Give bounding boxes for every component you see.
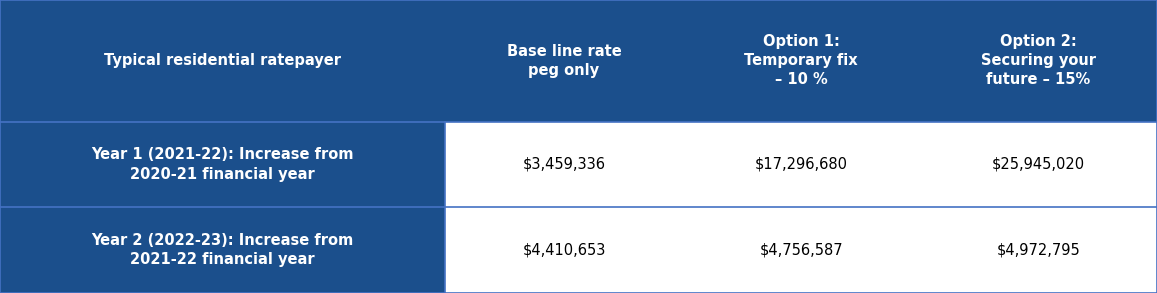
Text: Typical residential ratepayer: Typical residential ratepayer bbox=[104, 53, 341, 68]
Text: $4,410,653: $4,410,653 bbox=[522, 243, 606, 258]
Bar bbox=[445, 207, 1157, 293]
Bar bbox=[0, 122, 445, 207]
Text: $25,945,020: $25,945,020 bbox=[992, 157, 1085, 172]
Text: $17,296,680: $17,296,680 bbox=[754, 157, 848, 172]
Text: Option 1:
Temporary fix
– 10 %: Option 1: Temporary fix – 10 % bbox=[744, 34, 858, 88]
Text: $4,756,587: $4,756,587 bbox=[759, 243, 843, 258]
Text: Year 1 (2021-22): Increase from
2020-21 financial year: Year 1 (2021-22): Increase from 2020-21 … bbox=[91, 147, 354, 182]
Bar bbox=[445, 122, 1157, 207]
Text: Year 2 (2022-23): Increase from
2021-22 financial year: Year 2 (2022-23): Increase from 2021-22 … bbox=[91, 233, 354, 267]
Bar bbox=[0, 207, 445, 293]
Text: $4,972,795: $4,972,795 bbox=[996, 243, 1081, 258]
Text: Option 2:
Securing your
future – 15%: Option 2: Securing your future – 15% bbox=[981, 34, 1096, 88]
Text: Base line rate
peg only: Base line rate peg only bbox=[507, 44, 621, 78]
Text: $3,459,336: $3,459,336 bbox=[523, 157, 605, 172]
Bar bbox=[0, 0, 1157, 122]
